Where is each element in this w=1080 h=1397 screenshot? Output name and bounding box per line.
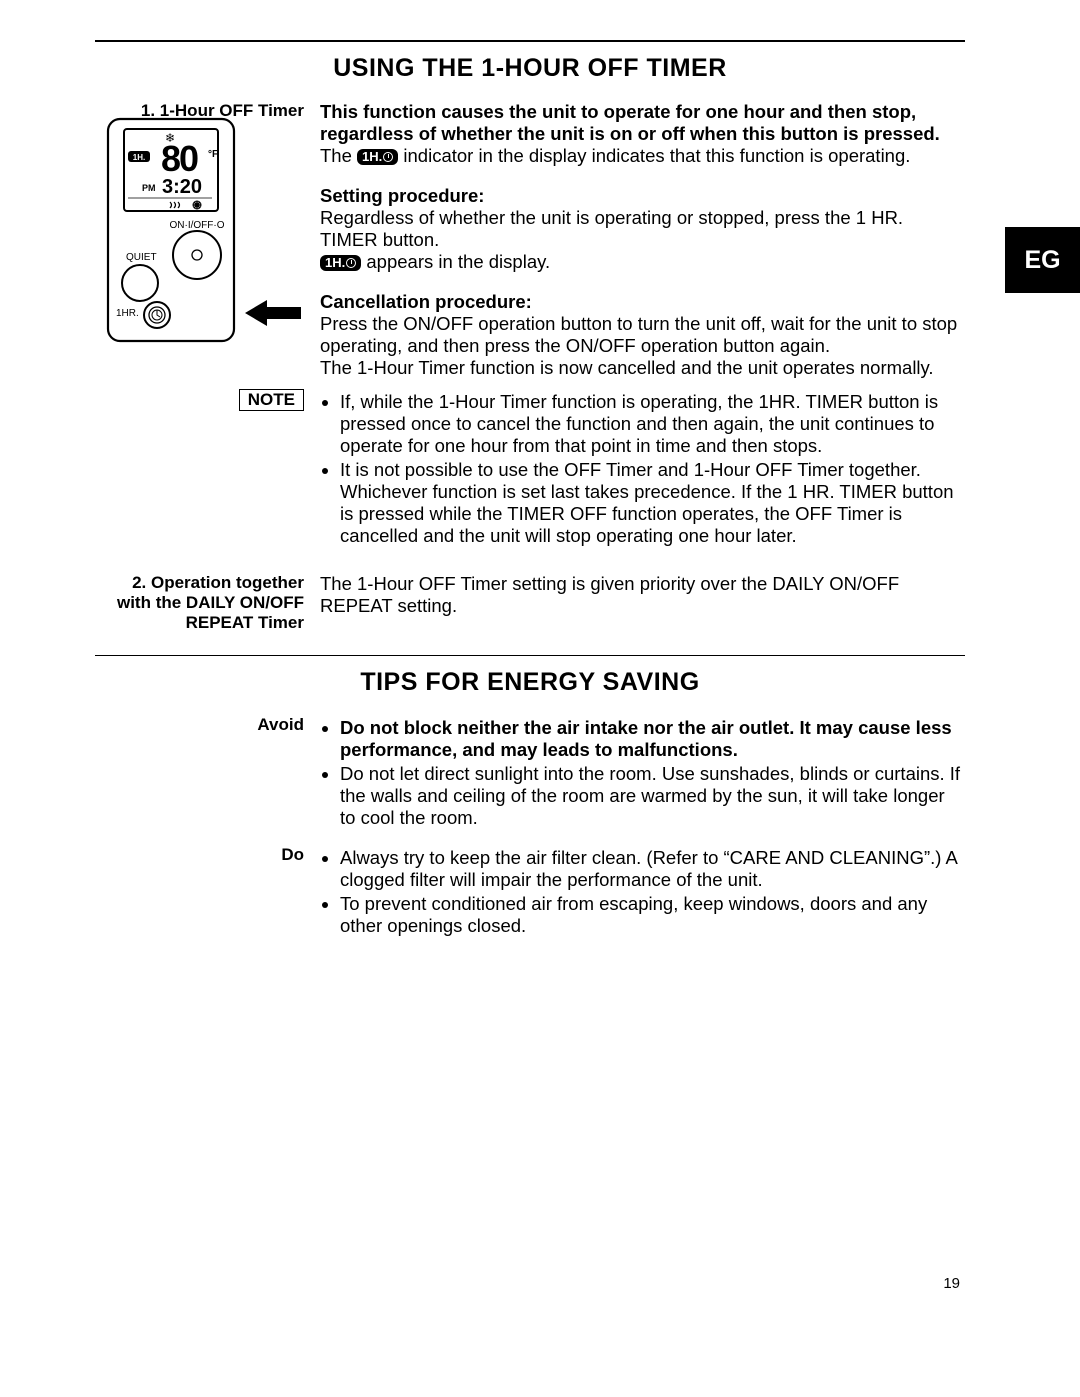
cancel-p2: The 1-Hour Timer function is now cancell… [320,357,965,379]
intro-bold: This function causes the unit to operate… [320,101,965,145]
do-item: To prevent conditioned air from escaping… [340,893,965,937]
setting-head: Setting procedure: [320,185,965,207]
svg-text:1H.: 1H. [133,153,145,162]
do-item: Always try to keep the air filter clean.… [340,847,965,891]
remote-time: 3:20 [162,176,202,198]
sub2-text: The 1-Hour OFF Timer setting is given pr… [320,573,965,617]
avoid-item: Do not let direct sunlight into the room… [340,763,965,829]
do-list: Always try to keep the air filter clean.… [320,847,965,937]
avoid-item-bold: Do not block neither the air intake nor … [340,717,965,761]
setting-p2: 1H. appears in the display. [320,251,965,273]
indicator-icon: 1H. [357,149,398,165]
section-title-1: USING THE 1-HOUR OFF TIMER [95,54,965,83]
remote-pm: PM [142,183,156,193]
avoid-list: Do not block neither the air intake nor … [320,717,965,829]
cancel-head: Cancellation procedure: [320,291,965,313]
note-label: NOTE [239,389,304,411]
remote-temp-unit: °F [208,149,218,160]
remote-1hr-label: 1HR. [116,308,139,319]
pointer-arrow-icon [245,298,305,333]
do-label: Do [95,845,320,865]
setting-p1: Regardless of whether the unit is operat… [320,207,965,251]
language-tab: EG [1005,227,1080,293]
note-item: It is not possible to use the OFF Timer … [340,459,965,547]
section-title-2: TIPS FOR ENERGY SAVING [95,668,965,697]
note-item: If, while the 1-Hour Timer function is o… [340,391,965,457]
remote-quiet-label: QUIET [126,252,157,263]
page-number: 19 [0,1275,1080,1292]
remote-onoff-label: ON·I/OFF·O [170,220,225,231]
sub2-label: 2. Operation together with the DAILY ON/… [95,573,320,633]
note-list: If, while the 1-Hour Timer function is o… [320,391,965,547]
cancel-p1: Press the ON/OFF operation button to tur… [320,313,965,357]
intro-line: The 1H. indicator in the display indicat… [320,145,965,167]
remote-temp: 80 [161,138,198,179]
avoid-label: Avoid [95,715,320,735]
